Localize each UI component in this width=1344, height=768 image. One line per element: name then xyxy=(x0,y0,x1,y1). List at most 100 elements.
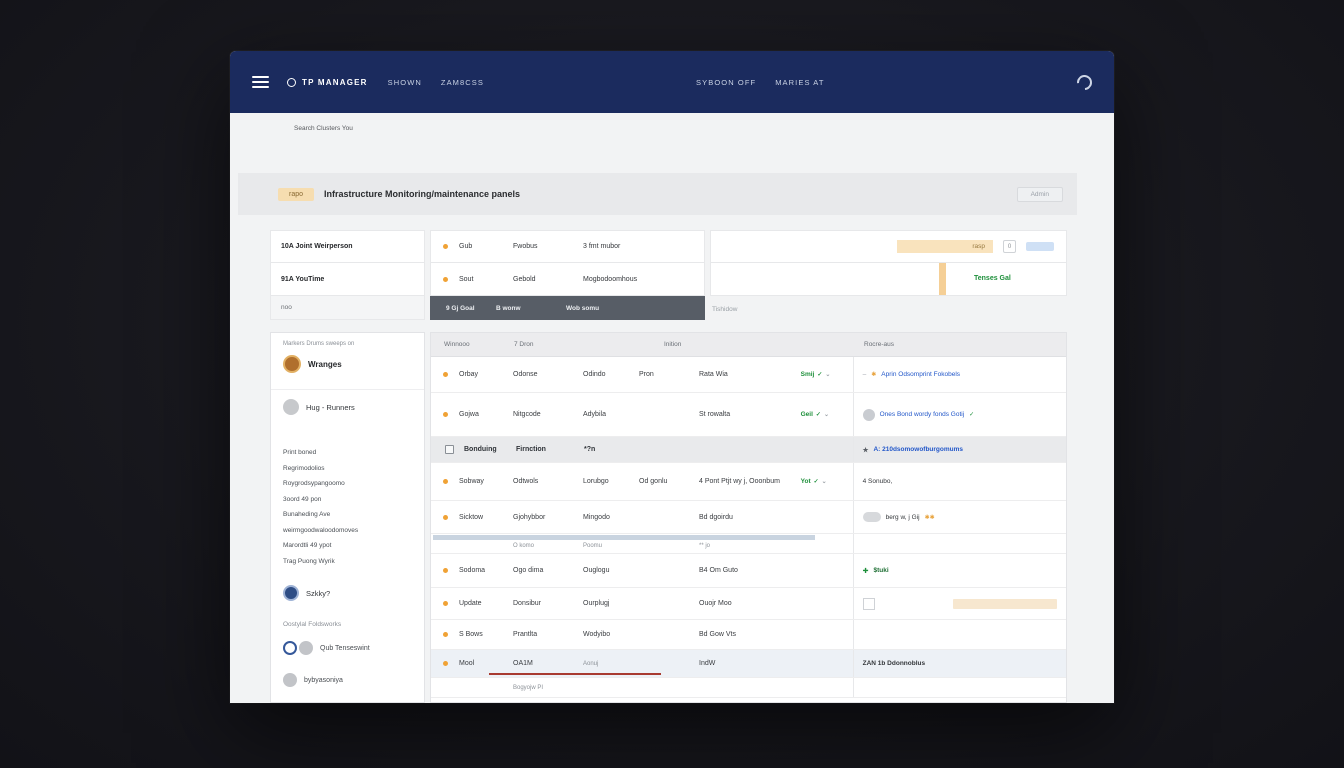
header-action-button[interactable]: Admin xyxy=(1016,186,1063,202)
status-dot-icon xyxy=(431,276,459,282)
check-icon: ✓ xyxy=(969,412,975,418)
summary-cell: 3 fmt mubor xyxy=(583,243,621,250)
table-row[interactable]: Sobway Odtwols Lorubgo Od gonlu 4 Pont P… xyxy=(431,463,1066,501)
cell: Lorubgo xyxy=(583,478,609,485)
cell: Wodyibo xyxy=(583,631,611,638)
avatar xyxy=(283,641,297,655)
cell: Sicktow xyxy=(459,513,484,521)
table-row[interactable]: Orbay Odonse Odindo Pron Rata Wia Smij ✓ ⌄… xyxy=(431,357,1066,393)
row-detail-cell: ZAN 1b Ddonnoblus xyxy=(852,650,1066,677)
cell: Sobway xyxy=(459,478,484,485)
sidebar-user-byby[interactable]: bybyasoniya xyxy=(283,673,343,687)
summary-left-item[interactable]: 91A YouTime xyxy=(270,263,425,296)
cell: Mingodo xyxy=(583,513,610,521)
table-row[interactable]: Bogyojw PI xyxy=(431,678,1066,698)
plus-icon[interactable]: ✚ xyxy=(862,567,869,575)
refresh-icon[interactable] xyxy=(1073,71,1096,93)
nav-item-shown[interactable]: SHOWN xyxy=(387,77,422,87)
column-header: Rocre-aus xyxy=(864,341,894,348)
checkbox[interactable] xyxy=(862,597,875,610)
nav-item-syboon[interactable]: SYBOON OFF xyxy=(696,77,757,87)
summary-footer-cell: 9 Gj Goal xyxy=(446,304,475,312)
summary-cell: Mogbodoomhous xyxy=(583,275,638,283)
summary-row[interactable]: Gub Fwobus 3 fmt mubor xyxy=(430,230,705,263)
user-name: Wranges xyxy=(308,359,342,369)
detail-link[interactable]: A: 210dsomowofburgomums xyxy=(873,446,964,453)
sidebar-link[interactable]: Marordtli 49 ypot xyxy=(283,542,332,549)
progress-bar xyxy=(433,535,815,540)
detail-text: $tuki xyxy=(873,567,889,574)
sidebar-link[interactable]: Roygrodsypangoomo xyxy=(283,480,345,487)
row-detail-cell xyxy=(852,534,1066,553)
summary-left-item[interactable]: noo xyxy=(270,296,425,320)
row-detail-cell: ✚ $tuki xyxy=(852,554,1066,587)
nav-item-zam8css[interactable]: ZAM8CSS xyxy=(440,77,485,87)
star-icon[interactable]: ★ xyxy=(862,446,869,454)
sidebar-link[interactable]: Trag Puong Wyrik xyxy=(283,557,335,565)
status-dot-icon xyxy=(431,412,459,417)
check-icon: ✓ xyxy=(815,412,821,418)
table-row[interactable]: Sodoma Ogo dima Ouglogu B4 Om Guto ✚ $tu… xyxy=(431,554,1066,588)
summary-footer-cell: Wob somu xyxy=(566,304,600,312)
chevron-down-icon[interactable]: ⌄ xyxy=(823,412,829,418)
summary-right-card: rasp 0 Tenses Gal Tishidow xyxy=(710,230,1067,322)
status-dot-icon xyxy=(431,372,459,377)
cell: IndW xyxy=(699,660,716,667)
sidebar-link[interactable]: Print boned xyxy=(283,449,317,456)
chevron-down-icon[interactable]: ⌄ xyxy=(825,372,831,378)
app-logo[interactable]: TP MANAGER xyxy=(287,77,368,87)
row-detail-cell: Ones Bond wordy fonds Gotij ✓ xyxy=(852,393,1066,436)
row-detail-cell: ★ A: 210dsomowofburgomums xyxy=(852,437,1066,462)
counter-box[interactable]: 0 xyxy=(1003,240,1016,253)
table-row-selected[interactable]: Mool OA1M Aonuj IndW ZAN 1b Ddonnoblus xyxy=(431,650,1066,678)
breadcrumb[interactable]: Search Clusters You xyxy=(294,125,353,132)
table-row[interactable]: S Bows Prantlta Wodyibo Bd Gow Vts xyxy=(431,620,1066,650)
table-row[interactable]: Sicktow Gjohybbor Mingodo Bd dgoirdu ber… xyxy=(431,501,1066,534)
table-section-row[interactable]: Bonduing Firnction *?n ★ A: 210dsomowofb… xyxy=(431,437,1066,463)
cell: Gjohybbor xyxy=(513,513,546,521)
summary-cell: Sout xyxy=(459,275,474,283)
menu-icon[interactable] xyxy=(252,76,269,88)
summary-footer-bar[interactable]: 9 Gj Goal B wonw Wob somu xyxy=(430,296,705,320)
column-header: Inition xyxy=(664,341,682,348)
avatar xyxy=(283,585,299,601)
sidebar-link[interactable]: Bunaheding Ave xyxy=(283,511,331,518)
cell: Ouglogu xyxy=(583,567,610,574)
cell: St rowalta xyxy=(699,411,731,418)
cell: Ourplugj xyxy=(583,600,610,607)
table-row[interactable]: Gojwa Nitgcode Adybila St rowalta Geil ✓ ⌄… xyxy=(431,393,1066,437)
sidebar-caption: Markers Drums sweeps on xyxy=(283,341,355,347)
summary-right-row: rasp 0 xyxy=(710,230,1067,263)
page-header: rapo Infrastructure Monitoring/maintenan… xyxy=(238,173,1077,215)
cell: Sodoma xyxy=(459,567,486,574)
tenses-gal-link[interactable]: Tenses Gal xyxy=(974,275,1011,282)
detail-link[interactable]: Ones Bond wordy fonds Gotij xyxy=(879,411,965,418)
rasp-chip[interactable]: rasp xyxy=(897,240,993,253)
section-title: Bonduing xyxy=(464,446,497,453)
summary-row[interactable]: Sout Gebold Mogbodoomhous xyxy=(430,263,705,296)
row-detail-cell: berg w, j Gij ✱✱ xyxy=(852,501,1066,533)
sidebar-user-szkky[interactable]: Szkky? xyxy=(283,585,330,601)
sidebar-user-hug[interactable]: Hug - Runners xyxy=(283,399,355,415)
cell: Nitgcode xyxy=(513,411,541,418)
cell: Odindo xyxy=(583,371,606,378)
sidebar-link[interactable]: 3oord 49 pon xyxy=(283,495,322,503)
detail-link[interactable]: Aprin Odsomprint Fokobels xyxy=(881,371,961,378)
table-row[interactable]: Update Donsibur Ourplugj Ouojr Moo xyxy=(431,588,1066,620)
mini-progress-bar[interactable] xyxy=(1026,242,1054,251)
sidebar-user-qub[interactable]: Qub Tenseswint xyxy=(283,641,370,655)
cell: Ouojr Moo xyxy=(699,600,732,607)
nav-item-maries[interactable]: MARIES AT xyxy=(775,77,825,87)
star-icon[interactable]: ✱✱ xyxy=(924,514,935,521)
star-icon[interactable]: ✱ xyxy=(871,372,877,378)
divider xyxy=(271,389,424,390)
cell: Prantlta xyxy=(513,631,538,638)
main-table: Winnooo 7 Dron Inition Rocre-aus Orbay O… xyxy=(430,332,1067,703)
summary-left-item[interactable]: 10A Joint Weirperson xyxy=(270,230,425,263)
cell: O komo xyxy=(513,543,535,549)
sidebar-user-wranges[interactable]: Wranges xyxy=(283,355,342,373)
sidebar-link[interactable]: weirmgoodwaloodomoves xyxy=(283,526,359,534)
sidebar-link[interactable]: Regrimodolios xyxy=(283,464,325,472)
chevron-down-icon[interactable]: ⌄ xyxy=(821,479,827,485)
